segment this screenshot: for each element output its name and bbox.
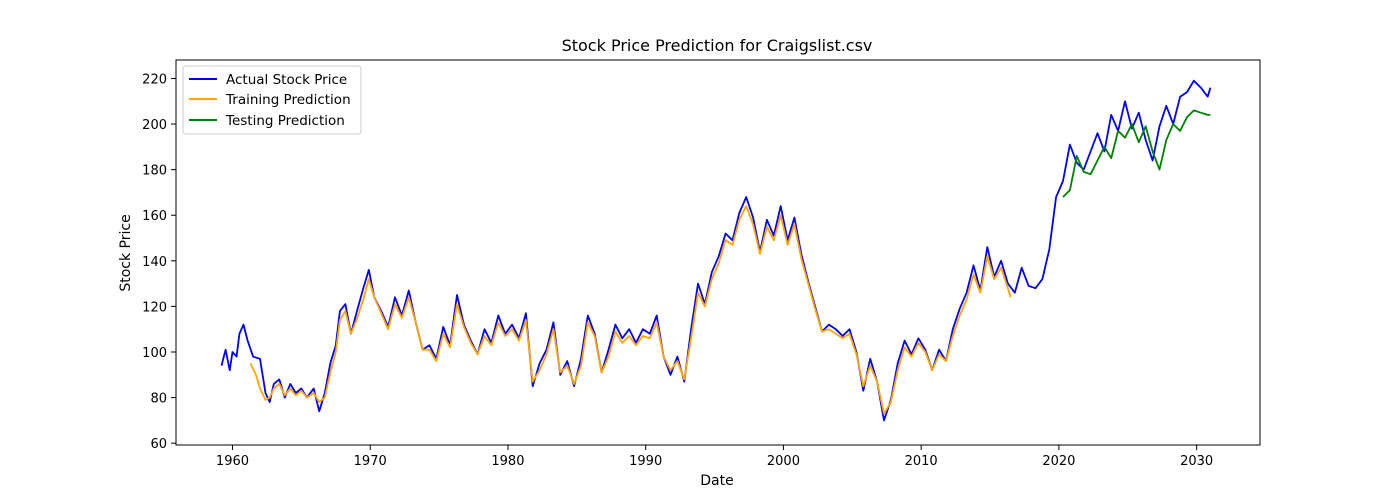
x-axis-ticks: 1960 1970 1980 1990 2000 2010 2020 2030 (216, 445, 1213, 469)
y-tick-label: 120 (142, 300, 167, 315)
y-axis-label: Stock Price (118, 214, 134, 291)
testing-prediction-line (1062, 109, 1211, 198)
legend: Actual Stock Price Training Prediction T… (182, 65, 362, 135)
x-tick-label: 1990 (629, 454, 662, 469)
y-tick-label: 80 (150, 392, 167, 407)
actual-price-line (220, 79, 1212, 422)
training-prediction-line (249, 205, 1012, 415)
x-axis-label: Date (700, 473, 733, 489)
x-tick-label: 2030 (1180, 454, 1213, 469)
legend-box (182, 65, 362, 135)
plot-frame (175, 59, 1261, 446)
x-tick-label: 2010 (905, 454, 938, 469)
y-tick-label: 220 (142, 72, 167, 87)
x-tick-label: 1980 (491, 454, 524, 469)
chart-title: Stock Price Prediction for Craigslist.cs… (562, 36, 873, 55)
legend-label-actual: Actual Stock Price (226, 72, 347, 88)
legend-label-training: Training Prediction (225, 92, 351, 108)
y-tick-label: 180 (142, 164, 167, 179)
plot-area (175, 59, 1261, 446)
y-tick-label: 200 (142, 118, 167, 133)
x-tick-label: 2000 (767, 454, 800, 469)
x-tick-label: 2020 (1042, 454, 1075, 469)
y-tick-label: 140 (142, 255, 167, 270)
y-tick-label: 100 (142, 346, 167, 361)
legend-label-testing: Testing Prediction (225, 113, 345, 129)
x-tick-label: 1960 (216, 454, 249, 469)
y-tick-label: 60 (150, 437, 167, 452)
y-tick-label: 160 (142, 209, 167, 224)
y-axis-ticks: 60 80 100 120 140 160 180 200 220 (142, 72, 176, 452)
x-tick-label: 1970 (354, 454, 387, 469)
series-layer (220, 79, 1212, 422)
